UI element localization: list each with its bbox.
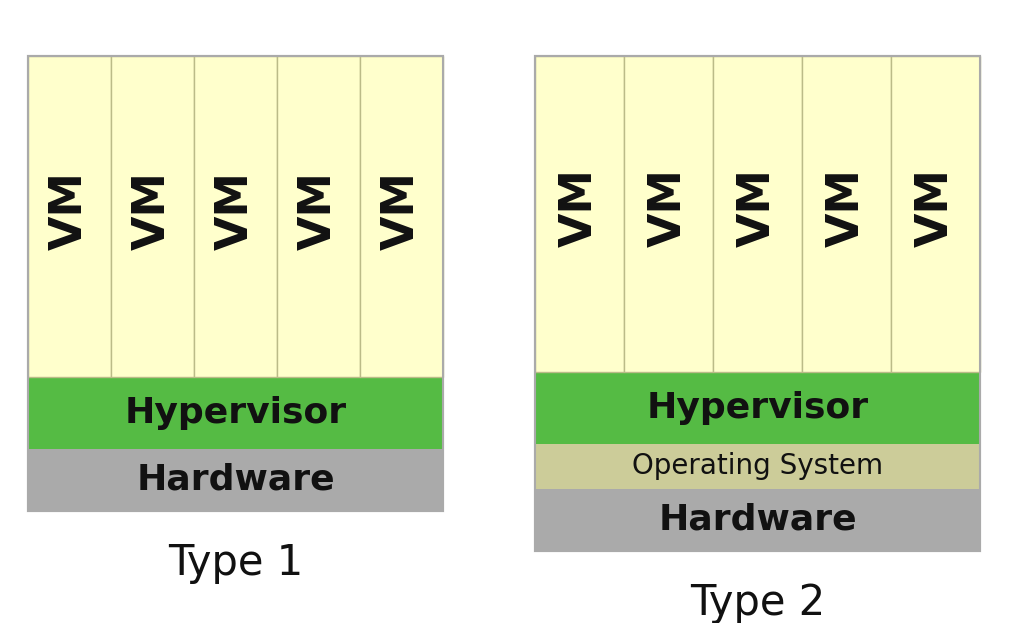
Text: VM: VM	[380, 171, 423, 250]
Text: VM: VM	[297, 171, 340, 250]
Bar	[360, 56, 443, 377]
Text: VM: VM	[736, 168, 779, 247]
Text: VM: VM	[48, 171, 91, 250]
Text: VM: VM	[825, 168, 868, 247]
Text: Type 2: Type 2	[690, 582, 825, 623]
Text: Hypervisor: Hypervisor	[646, 391, 868, 425]
Bar	[891, 56, 980, 372]
Bar	[28, 449, 443, 511]
Bar	[28, 377, 443, 449]
Bar	[28, 56, 443, 511]
Bar	[535, 444, 980, 489]
Bar	[535, 56, 624, 372]
Bar	[624, 56, 713, 372]
Bar	[535, 56, 980, 551]
Text: Type 1: Type 1	[168, 542, 303, 584]
Bar	[535, 372, 980, 444]
Bar	[28, 56, 443, 511]
Text: VM: VM	[214, 171, 257, 250]
Bar	[28, 56, 111, 377]
Text: Operating System: Operating System	[632, 452, 883, 480]
Bar	[535, 56, 980, 551]
Bar	[278, 56, 360, 377]
Bar	[111, 56, 194, 377]
Text: Hardware: Hardware	[136, 463, 335, 497]
Bar	[802, 56, 891, 372]
Bar	[713, 56, 802, 372]
Text: VM: VM	[647, 168, 690, 247]
Bar	[194, 56, 278, 377]
Text: VM: VM	[914, 168, 957, 247]
Text: VM: VM	[558, 168, 601, 247]
Text: VM: VM	[131, 171, 174, 250]
Bar	[535, 489, 980, 551]
Text: Hypervisor: Hypervisor	[125, 396, 346, 430]
Text: Hardware: Hardware	[658, 503, 857, 537]
